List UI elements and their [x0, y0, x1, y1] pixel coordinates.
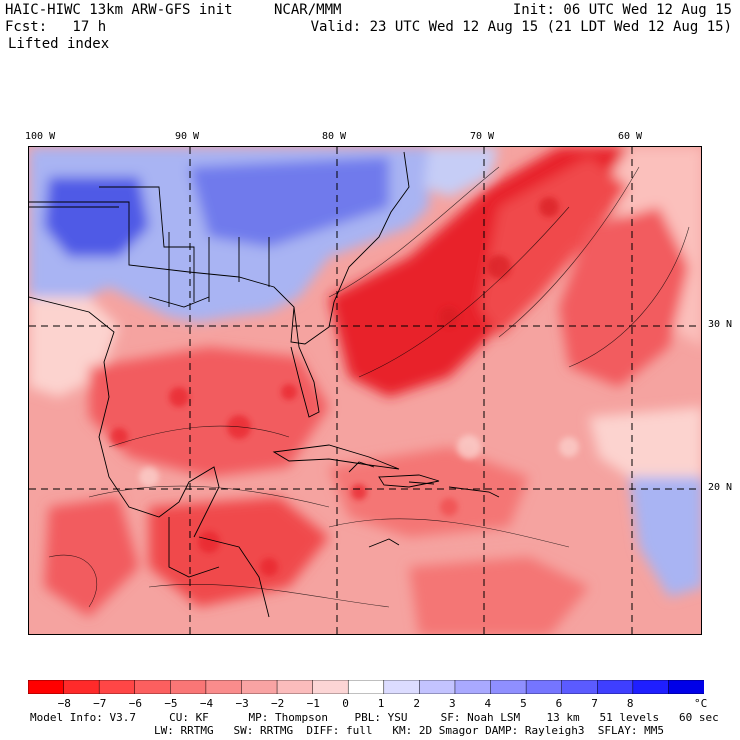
- lifted-index-fill: [29, 147, 701, 634]
- lat-label-30n: 30 N: [708, 319, 733, 330]
- forecast-hour: Fcst: 17 h: [5, 19, 107, 35]
- lon-label-70w: 70 W: [470, 131, 495, 142]
- colorbar-tick-label: −4: [199, 697, 214, 710]
- colorbar-swatch: [98, 680, 136, 694]
- model-title: HAIC-HIWC 13km ARW-GFS init: [5, 2, 233, 18]
- field-name: Lifted index: [8, 36, 110, 52]
- organization-label: NCAR/MMM: [274, 2, 342, 18]
- contour-lines: [48, 166, 690, 608]
- colorbar-tick-label: 8: [626, 697, 634, 710]
- colorbar-tick-label: 0: [342, 697, 349, 710]
- colorbar-tick-label: 5: [520, 697, 527, 710]
- colorbar-swatch: [205, 680, 243, 694]
- colorbar-tick-label: −8: [57, 697, 71, 710]
- colorbar-swatch: [170, 680, 207, 694]
- colorbar-swatch: [454, 680, 492, 694]
- colorbar-swatch: [632, 680, 670, 694]
- model-info-line2: LW: RRTMG SW: RRTMG DIFF: full KM: 2D Sm…: [154, 724, 664, 737]
- colorbar-swatch: [276, 680, 314, 694]
- colorbar-tick-label: 7: [591, 697, 598, 710]
- lon-label-80w: 80 W: [322, 131, 347, 142]
- colorbar-tick-label: −3: [235, 697, 249, 710]
- colorbar: [28, 680, 704, 694]
- lat-label-20n: 20 N: [708, 482, 733, 493]
- colorbar-tick-label: −2: [271, 697, 285, 710]
- colorbar-swatch: [312, 680, 349, 694]
- colorbar-tick-label: 3: [448, 697, 456, 710]
- colorbar-swatch: [525, 680, 563, 694]
- graticule: [29, 147, 701, 634]
- valid-time: Valid: 23 UTC Wed 12 Aug 15 (21 LDT Wed …: [310, 19, 732, 35]
- colorbar-swatch: [134, 680, 172, 694]
- colorbar-swatch: [668, 680, 704, 694]
- lon-label-90w: 90 W: [175, 131, 200, 142]
- colorbar-tick-label: −6: [128, 697, 142, 710]
- colorbar-tick-label: 4: [484, 697, 492, 710]
- lon-label-100w: 100 W: [25, 131, 56, 142]
- colorbar-swatch: [490, 680, 527, 694]
- coastlines: [29, 151, 500, 618]
- colorbar-swatch: [63, 680, 100, 694]
- init-time: Init: 06 UTC Wed 12 Aug 15: [512, 2, 732, 18]
- colorbar-swatch: [597, 680, 634, 694]
- colorbar-swatch: [28, 680, 65, 694]
- colorbar-swatch: [347, 680, 385, 694]
- colorbar-tick-label: −1: [306, 697, 320, 710]
- model-info-line1: Model Info: V3.7 CU: KF MP: Thompson PBL…: [30, 711, 719, 724]
- lifted-index-map: [28, 146, 702, 635]
- lon-label-60w: 60 W: [618, 131, 643, 142]
- colorbar-swatch: [561, 680, 599, 694]
- colorbar-swatch: [383, 680, 421, 694]
- colorbar-swatch: [241, 680, 278, 694]
- colorbar-swatch: [419, 680, 456, 694]
- colorbar-tick-label: −7: [93, 697, 107, 710]
- colorbar-tick-label: 6: [555, 697, 563, 710]
- map-canvas: [29, 147, 701, 634]
- colorbar-tick-label: 1: [377, 697, 385, 710]
- colorbar-tick-label: 2: [413, 697, 420, 710]
- colorbar-tick-label: −5: [164, 697, 178, 710]
- colorbar-unit: °C: [694, 697, 708, 710]
